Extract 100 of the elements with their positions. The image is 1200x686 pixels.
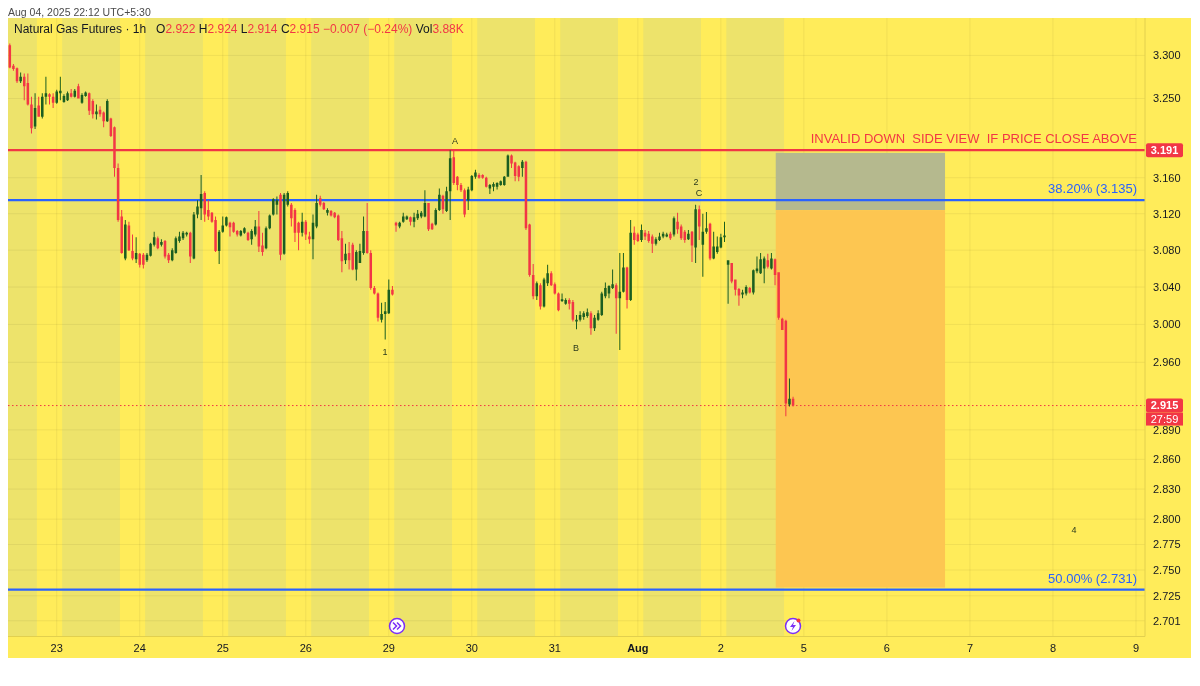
candlestick <box>351 242 354 271</box>
candlestick <box>640 224 643 242</box>
candlestick <box>503 175 506 186</box>
y-tick-label: 2.960 <box>1153 356 1181 369</box>
candlestick <box>694 204 697 263</box>
candlestick <box>48 93 51 105</box>
candlestick <box>770 252 773 270</box>
candlestick <box>30 96 33 134</box>
candlestick <box>701 213 705 277</box>
candlestick <box>232 221 235 233</box>
candlestick <box>510 154 513 168</box>
ref-line-label: INVALID DOWN SIDE VIEW IF PRICE CLOSE ABOVE <box>810 131 1138 147</box>
x-tick-label: 6 <box>883 641 890 654</box>
candlestick <box>651 234 654 253</box>
candlestick <box>557 292 560 312</box>
candlestick <box>492 182 495 192</box>
candlestick <box>741 289 744 299</box>
candlestick <box>272 198 275 216</box>
candlestick <box>160 239 163 247</box>
candlestick <box>95 104 98 120</box>
y-tick-label: 3.000 <box>1153 318 1181 331</box>
candlestick <box>185 231 188 237</box>
ref-line-label: 50.00% (2.731) <box>1048 570 1137 586</box>
candlestick <box>275 196 279 215</box>
candlestick <box>614 283 618 334</box>
candlestick <box>66 91 69 102</box>
candlestick <box>214 216 217 252</box>
candlestick <box>77 83 80 99</box>
candlestick <box>308 231 311 244</box>
x-tick-label: 8 <box>1049 641 1057 654</box>
y-tick-label: 3.300 <box>1153 49 1181 62</box>
candlestick <box>632 226 636 245</box>
candlestick <box>687 230 690 241</box>
annotation: B <box>572 343 580 354</box>
y-tick-label: 2.750 <box>1153 563 1181 576</box>
candlestick <box>131 234 134 261</box>
x-tick-label: 25 <box>216 641 229 654</box>
candlestick <box>438 188 441 211</box>
candlestick <box>401 212 405 223</box>
y-tick-label: 3.250 <box>1153 92 1181 105</box>
y-tick-label: 3.120 <box>1153 207 1181 220</box>
candlestick <box>723 221 726 242</box>
y-tick-label: 2.830 <box>1153 482 1181 495</box>
candlestick <box>788 378 791 407</box>
x-tick-label: 5 <box>800 641 807 654</box>
candlestick <box>37 96 40 117</box>
candlestick <box>22 73 26 101</box>
candlestick <box>539 283 542 310</box>
candlestick <box>654 237 658 246</box>
candlestick <box>124 220 127 261</box>
candlestick <box>412 212 416 228</box>
candlestick <box>383 301 387 340</box>
x-tick-label: 7 <box>966 641 973 654</box>
candlestick <box>203 191 206 222</box>
candlestick <box>629 220 632 301</box>
annotation: 4 <box>1071 525 1077 536</box>
candlestick <box>705 211 708 234</box>
candlestick <box>398 221 401 229</box>
chart-title: Natural Gas Futures · 1h <box>14 22 147 36</box>
candlestick <box>69 88 73 98</box>
y-tick-label: 2.915 <box>1150 399 1179 412</box>
candlestick <box>221 216 225 233</box>
candlestick <box>485 176 488 188</box>
text: Aug 04, 2025 22:12 UTC+5:30 <box>8 5 151 18</box>
candlestick <box>59 76 62 101</box>
candlestick <box>225 216 228 227</box>
x-tick-label: 29 <box>382 641 395 654</box>
candlestick <box>106 99 109 123</box>
y-tick-label: 2.890 <box>1153 423 1181 436</box>
candlestick <box>669 231 672 241</box>
candlestick <box>427 202 430 231</box>
candlestick <box>560 293 564 302</box>
candlestick <box>409 216 412 226</box>
annotation: 2 <box>693 177 699 188</box>
candlestick <box>521 159 524 177</box>
candlestick <box>575 315 578 330</box>
candlestick <box>434 208 437 226</box>
candlestick <box>499 180 502 186</box>
x-tick-label: 2 <box>717 641 724 654</box>
x-tick-label: 26 <box>299 641 312 654</box>
candlestick <box>586 308 589 318</box>
candlestick <box>578 311 582 322</box>
y-tick-label: 2.725 <box>1153 589 1181 602</box>
text: 27:59 <box>1150 412 1179 425</box>
y-tick-label: 3.040 <box>1153 280 1181 293</box>
annotation: 1 <box>382 347 388 358</box>
candlestick <box>142 252 145 269</box>
candlestick <box>138 252 142 268</box>
candlestick <box>445 186 448 212</box>
candlestick <box>134 237 138 263</box>
ref-line-label: 38.20% (3.135) <box>1048 181 1137 197</box>
text: O2.922 H2.924 L2.914 C2.915 −0.007 (−0.24%) Vol3.88K <box>156 22 464 36</box>
y-tick-label: 3.191 <box>1150 144 1179 157</box>
candlestick <box>748 287 752 294</box>
candlestick <box>279 192 282 261</box>
candlestick <box>344 243 347 264</box>
y-tick-label: 3.160 <box>1153 171 1181 184</box>
candlestick <box>243 227 246 234</box>
candlestick <box>391 286 394 296</box>
candlestick <box>463 188 466 218</box>
